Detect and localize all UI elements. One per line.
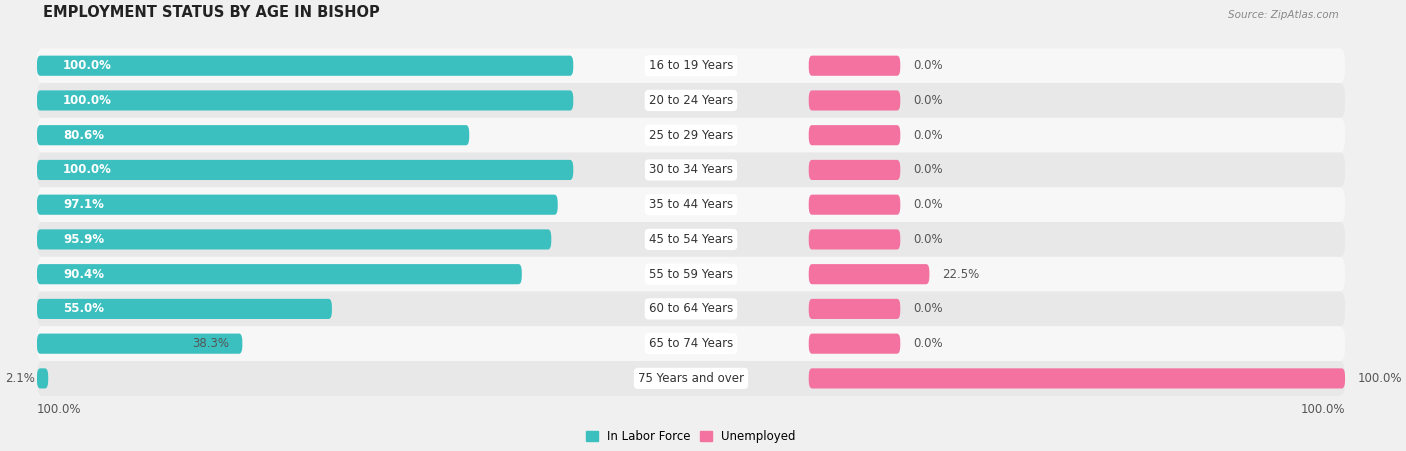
FancyBboxPatch shape (37, 152, 1346, 187)
FancyBboxPatch shape (37, 257, 1346, 291)
FancyBboxPatch shape (808, 125, 900, 145)
Text: 80.6%: 80.6% (63, 129, 104, 142)
Text: 0.0%: 0.0% (914, 59, 943, 72)
FancyBboxPatch shape (808, 55, 900, 76)
FancyBboxPatch shape (37, 334, 242, 354)
Text: 55 to 59 Years: 55 to 59 Years (650, 268, 733, 281)
FancyBboxPatch shape (808, 299, 900, 319)
FancyBboxPatch shape (37, 195, 558, 215)
Text: 2.1%: 2.1% (6, 372, 35, 385)
Text: 0.0%: 0.0% (914, 233, 943, 246)
Text: 22.5%: 22.5% (942, 268, 980, 281)
FancyBboxPatch shape (808, 334, 900, 354)
Text: 100.0%: 100.0% (63, 59, 112, 72)
FancyBboxPatch shape (808, 368, 1346, 388)
Text: 0.0%: 0.0% (914, 129, 943, 142)
FancyBboxPatch shape (808, 195, 900, 215)
Text: 0.0%: 0.0% (914, 303, 943, 315)
Text: 35 to 44 Years: 35 to 44 Years (650, 198, 733, 211)
FancyBboxPatch shape (37, 222, 1346, 257)
Text: 95.9%: 95.9% (63, 233, 104, 246)
Text: EMPLOYMENT STATUS BY AGE IN BISHOP: EMPLOYMENT STATUS BY AGE IN BISHOP (44, 5, 380, 19)
FancyBboxPatch shape (37, 187, 1346, 222)
Text: 100.0%: 100.0% (63, 94, 112, 107)
Text: 97.1%: 97.1% (63, 198, 104, 211)
Text: 30 to 34 Years: 30 to 34 Years (650, 163, 733, 176)
Text: 25 to 29 Years: 25 to 29 Years (650, 129, 733, 142)
Text: 20 to 24 Years: 20 to 24 Years (650, 94, 733, 107)
Text: 100.0%: 100.0% (1301, 404, 1346, 416)
Text: 100.0%: 100.0% (1358, 372, 1403, 385)
Text: 16 to 19 Years: 16 to 19 Years (648, 59, 733, 72)
Text: 60 to 64 Years: 60 to 64 Years (650, 303, 733, 315)
FancyBboxPatch shape (37, 299, 332, 319)
FancyBboxPatch shape (37, 118, 1346, 152)
FancyBboxPatch shape (37, 90, 574, 110)
FancyBboxPatch shape (37, 230, 551, 249)
FancyBboxPatch shape (37, 264, 522, 284)
Text: 0.0%: 0.0% (914, 337, 943, 350)
FancyBboxPatch shape (808, 264, 929, 284)
FancyBboxPatch shape (37, 48, 1346, 83)
Text: 0.0%: 0.0% (914, 163, 943, 176)
FancyBboxPatch shape (37, 160, 574, 180)
FancyBboxPatch shape (37, 125, 470, 145)
Text: 100.0%: 100.0% (63, 163, 112, 176)
Text: 100.0%: 100.0% (37, 404, 82, 416)
Text: 65 to 74 Years: 65 to 74 Years (650, 337, 733, 350)
FancyBboxPatch shape (808, 160, 900, 180)
FancyBboxPatch shape (37, 361, 1346, 396)
Text: 55.0%: 55.0% (63, 303, 104, 315)
FancyBboxPatch shape (37, 83, 1346, 118)
Text: 45 to 54 Years: 45 to 54 Years (650, 233, 733, 246)
FancyBboxPatch shape (808, 90, 900, 110)
FancyBboxPatch shape (37, 291, 1346, 326)
Text: 38.3%: 38.3% (193, 337, 229, 350)
Legend: In Labor Force, Unemployed: In Labor Force, Unemployed (581, 426, 800, 448)
Text: 75 Years and over: 75 Years and over (638, 372, 744, 385)
FancyBboxPatch shape (37, 55, 574, 76)
FancyBboxPatch shape (808, 230, 900, 249)
FancyBboxPatch shape (37, 368, 48, 388)
Text: 0.0%: 0.0% (914, 198, 943, 211)
Text: 90.4%: 90.4% (63, 268, 104, 281)
Text: Source: ZipAtlas.com: Source: ZipAtlas.com (1227, 9, 1339, 19)
Text: 0.0%: 0.0% (914, 94, 943, 107)
FancyBboxPatch shape (37, 326, 1346, 361)
